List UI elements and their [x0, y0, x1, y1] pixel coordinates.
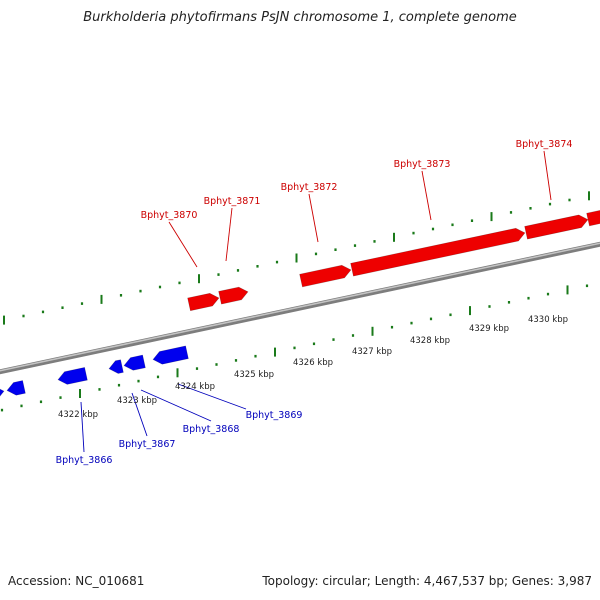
forward-gene-label: Bphyt_3872 [281, 182, 338, 193]
reverse-leader-line [80, 401, 85, 453]
forward-gene-arrow [218, 286, 249, 305]
forward-leader-line [543, 150, 552, 201]
kbp-scale-label: 4329 kbp [469, 324, 509, 334]
reverse-gene-arrow [108, 359, 124, 374]
reverse-gene-arrow [6, 380, 26, 396]
reverse-gene-arrow [0, 388, 5, 397]
accession-text: Accession: NC_010681 [8, 574, 145, 588]
reverse-gene-label: Bphyt_3868 [183, 424, 240, 435]
reverse-gene-arrow [57, 367, 88, 385]
forward-gene-track [187, 210, 600, 312]
forward-gene-label: Bphyt_3871 [204, 196, 261, 207]
kbp-scale-label: 4324 kbp [175, 382, 215, 392]
kbp-scale-label: 4322 kbp [58, 410, 98, 420]
forward-gene-arrow [524, 214, 589, 240]
kbp-scale-label: 4323 kbp [117, 396, 157, 406]
reverse-gene-track [0, 345, 189, 397]
forward-leader-line [168, 221, 198, 268]
reverse-gene-label: Bphyt_3866 [56, 455, 113, 466]
gene-labels: Bphyt_3870 Bphyt_3871 Bphyt_3872 Bphyt_3873… [56, 139, 573, 466]
kbp-scale-label: 4325 kbp [234, 370, 274, 380]
forward-gene-arrow [350, 227, 526, 277]
forward-gene-label: Bphyt_3870 [141, 210, 198, 221]
lower-tick-track [0, 284, 589, 412]
forward-gene-label: Bphyt_3873 [394, 159, 451, 170]
forward-gene-arrow [299, 264, 352, 288]
genome-summary-text: Topology: circular; Length: 4,467,537 bp… [262, 574, 592, 588]
forward-gene-label: Bphyt_3874 [516, 139, 573, 150]
scale-labels: 4322 kbp 4323 kbp 4324 kbp 4325 kbp 4326 kbp… [58, 315, 568, 420]
reverse-gene-label: Bphyt_3867 [119, 439, 176, 450]
map-title: Burkholderia phytofirmans PsJN chromosom… [83, 10, 517, 25]
reverse-leader-line [140, 389, 212, 422]
forward-leader-line [225, 207, 233, 262]
kbp-scale-label: 4327 kbp [352, 347, 392, 357]
chromosome-backbone [0, 241, 600, 375]
reverse-gene-label: Bphyt_3869 [246, 410, 303, 421]
kbp-scale-label: 4330 kbp [528, 315, 568, 325]
forward-leader-line [308, 193, 319, 243]
label-leader-lines [80, 150, 552, 453]
reverse-leader-line [177, 383, 247, 410]
reverse-leader-line [131, 392, 148, 437]
kbp-scale-label: 4326 kbp [293, 358, 333, 368]
forward-gene-arrow [187, 292, 220, 312]
forward-gene-arrow [586, 210, 600, 227]
reverse-gene-arrow [152, 345, 189, 365]
kbp-scale-label: 4328 kbp [410, 336, 450, 346]
forward-leader-line [421, 170, 432, 221]
upper-tick-track [3, 191, 590, 325]
reverse-gene-arrow [123, 354, 146, 371]
